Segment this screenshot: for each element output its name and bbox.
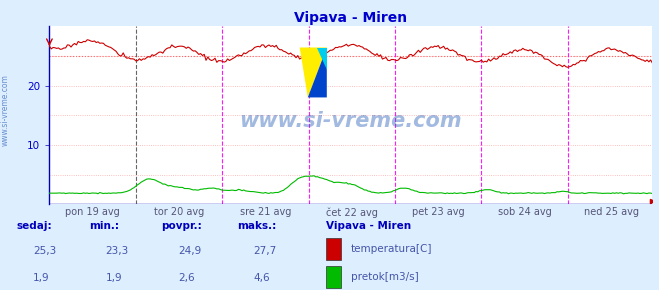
Text: 1,9: 1,9 [33,273,49,283]
Text: 27,7: 27,7 [254,246,277,256]
Text: 1,9: 1,9 [105,273,122,283]
Text: min.:: min.: [89,221,119,231]
Polygon shape [317,48,327,70]
Text: 23,3: 23,3 [105,246,129,256]
Text: pretok[m3/s]: pretok[m3/s] [351,272,418,282]
Text: povpr.:: povpr.: [161,221,202,231]
Bar [326,238,341,260]
Text: 24,9: 24,9 [178,246,201,256]
Text: 2,6: 2,6 [178,273,194,283]
Text: 25,3: 25,3 [33,246,56,256]
Title: Vipava - Miren: Vipava - Miren [295,11,407,25]
Text: maks.:: maks.: [237,221,277,231]
Text: www.si-vreme.com: www.si-vreme.com [240,110,462,130]
Text: www.si-vreme.com: www.si-vreme.com [1,74,10,146]
Text: sedaj:: sedaj: [16,221,52,231]
Text: Vipava - Miren: Vipava - Miren [326,221,411,231]
Text: 4,6: 4,6 [254,273,270,283]
Bar [326,266,341,288]
Text: temperatura[C]: temperatura[C] [351,244,432,254]
Polygon shape [308,48,327,97]
Polygon shape [300,48,327,97]
